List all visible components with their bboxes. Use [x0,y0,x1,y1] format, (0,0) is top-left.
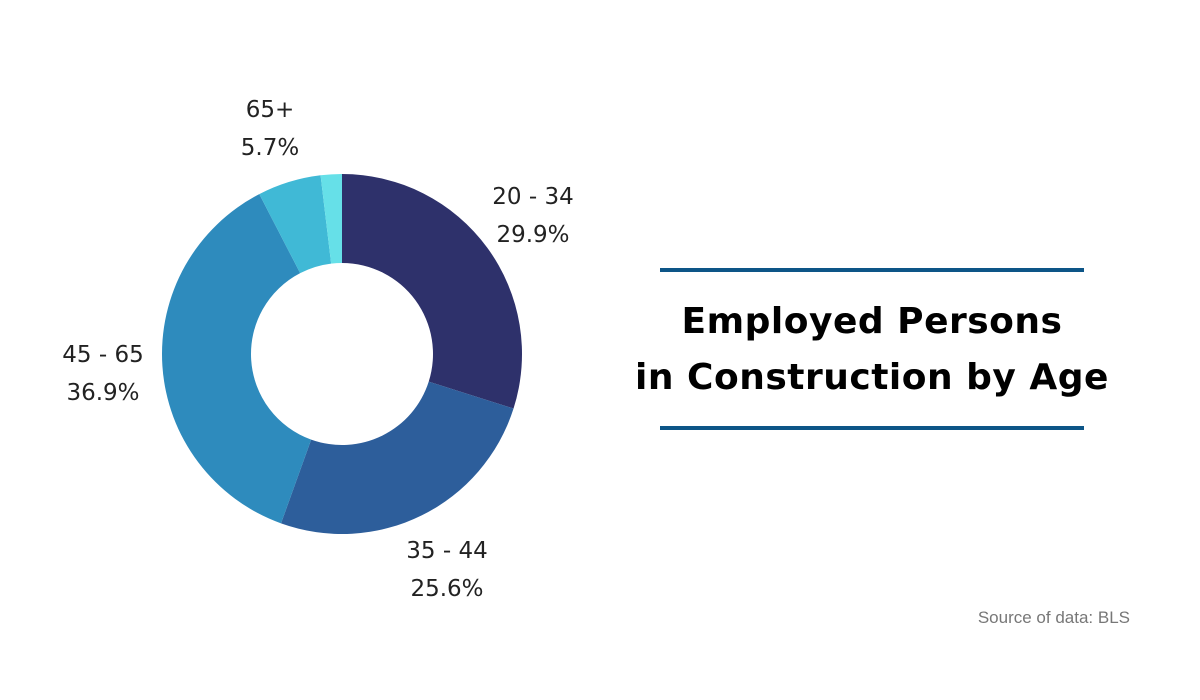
slice-percent-label: 5.7% [241,135,299,161]
source-note: Source of data: BLS [977,608,1130,627]
title-line-1: Employed Persons [681,301,1063,342]
donut-slice-45-65 [162,194,312,524]
slice-category-label: 35 - 44 [406,538,487,564]
chart-title: Employed Persons in Construction by Age [600,294,1144,406]
slice-category-label: 65+ [246,97,295,123]
donut-slice-35-44 [281,381,514,534]
title-bottom-rule [660,426,1084,430]
donut-chart: 20 - 34 29.9% 35 - 44 25.6% 45 - 65 36.9% 65+ 5… [62,97,573,602]
title-top-rule [660,268,1084,272]
slice-percent-label: 25.6% [410,576,483,602]
slice-percent-label: 36.9% [66,380,139,406]
slice-category-label: 45 - 65 [62,342,143,368]
slice-percent-label: 29.9% [496,222,569,248]
donut-slice-65plus [259,175,332,274]
slice-category-label: 20 - 34 [492,184,573,210]
title-line-2: in Construction by Age [635,357,1109,398]
donut-slice-unlabeled [320,174,342,264]
title-block: Employed Persons in Construction by Age [600,268,1144,430]
donut-slice-20-34 [342,174,522,409]
